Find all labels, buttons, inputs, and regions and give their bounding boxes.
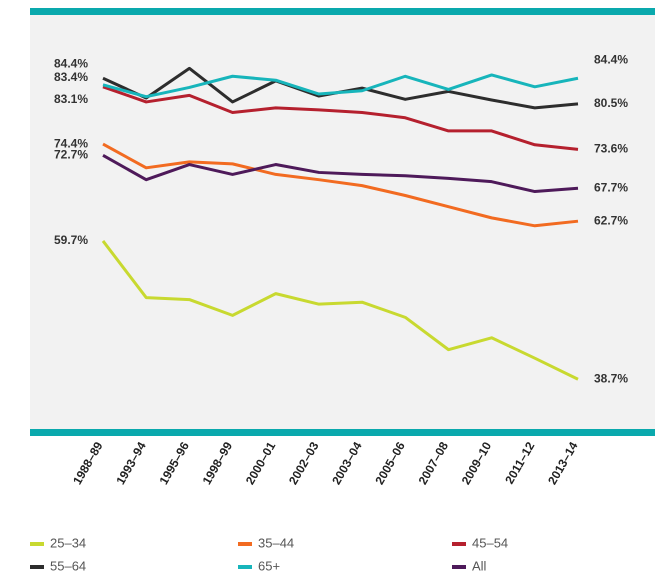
legend-label: 25–34 — [50, 535, 86, 550]
value-label: 67.7% — [594, 180, 628, 194]
value-label: 38.7% — [594, 371, 628, 385]
value-label: 74.4% — [54, 136, 88, 150]
x-tick-label: 1998–99 — [200, 439, 236, 487]
series-line — [102, 154, 579, 194]
x-tick-label: 2013–14 — [545, 439, 581, 487]
series-line — [102, 73, 579, 99]
x-tick-label: 2007–08 — [416, 439, 452, 487]
top-rule — [30, 8, 655, 15]
bottom-rule — [30, 429, 655, 436]
legend-label: 35–44 — [258, 535, 294, 550]
value-label: 83.1% — [54, 92, 88, 106]
value-label: 62.7% — [594, 213, 628, 227]
x-tick-label: 1995–96 — [156, 439, 192, 487]
x-tick-label: 2005–06 — [372, 439, 408, 487]
value-label: 72.7% — [54, 147, 88, 161]
series-line — [101, 240, 579, 381]
x-tick-label: 2003–04 — [329, 439, 365, 487]
x-tick-label: 2002–03 — [286, 439, 322, 487]
value-label: 80.5% — [594, 96, 628, 110]
legend-label: 45–54 — [472, 535, 508, 550]
value-label: 59.7% — [54, 233, 88, 247]
series-line — [102, 85, 579, 151]
x-tick-label: 2000–01 — [243, 439, 279, 487]
x-tick-label: 1993–94 — [113, 439, 149, 487]
x-tick-label: 1988–89 — [70, 439, 106, 487]
legend-label: 55–64 — [50, 558, 86, 573]
value-label: 73.6% — [594, 142, 628, 156]
value-label: 83.4% — [54, 70, 88, 84]
x-tick-label: 2009–10 — [459, 439, 495, 487]
legend-label: 65+ — [258, 558, 280, 573]
value-label: 84.4% — [54, 56, 88, 70]
value-label: 84.4% — [594, 52, 628, 66]
legend-label: All — [472, 558, 487, 573]
series-line — [102, 142, 579, 228]
x-tick-label: 2011–12 — [502, 439, 537, 486]
